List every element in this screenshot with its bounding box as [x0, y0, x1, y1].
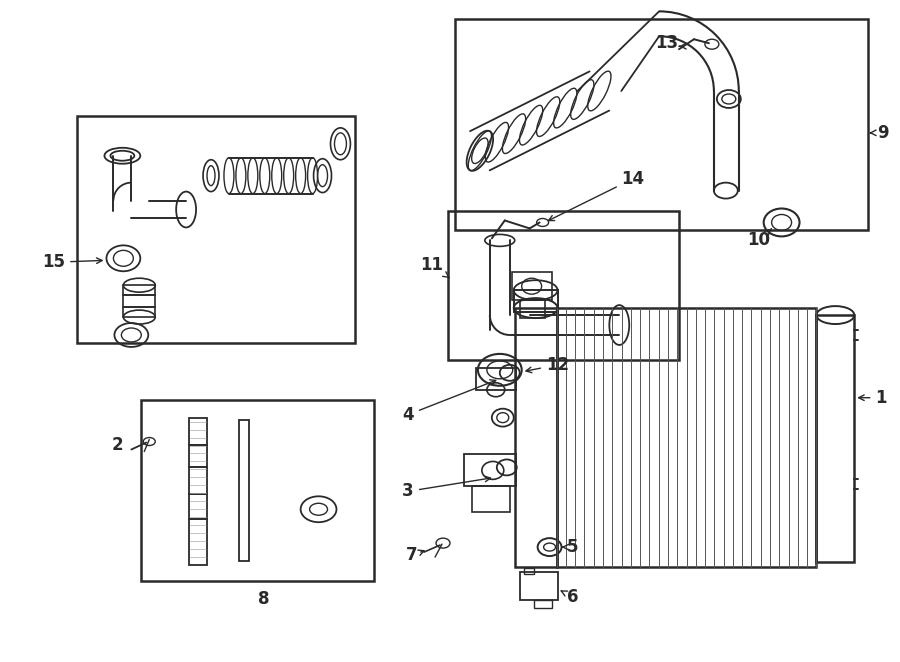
Text: 12: 12 — [526, 356, 569, 374]
Text: 1: 1 — [859, 389, 886, 406]
Bar — [189, 418, 207, 565]
Text: 11: 11 — [420, 256, 449, 277]
Bar — [524, 568, 534, 574]
Text: 5: 5 — [563, 538, 578, 556]
Bar — [514, 290, 557, 312]
Bar — [123, 285, 155, 317]
Bar — [556, 308, 816, 567]
Text: 3: 3 — [402, 476, 491, 500]
Bar — [519, 300, 544, 318]
Text: 14: 14 — [548, 169, 644, 220]
Bar — [464, 455, 516, 487]
Text: 9: 9 — [878, 124, 889, 142]
Text: 10: 10 — [747, 228, 771, 250]
Text: 13: 13 — [655, 34, 679, 52]
Bar — [448, 211, 679, 360]
Bar — [472, 487, 509, 512]
Bar — [476, 368, 516, 390]
Bar — [76, 116, 356, 343]
Bar — [519, 572, 557, 600]
Bar — [534, 600, 552, 608]
Text: 15: 15 — [42, 254, 102, 271]
Bar — [512, 272, 552, 300]
Bar — [515, 308, 556, 567]
Bar — [455, 19, 868, 230]
Text: 2: 2 — [112, 436, 123, 453]
Text: 7: 7 — [406, 546, 418, 564]
Text: 6: 6 — [561, 588, 578, 606]
Bar — [141, 400, 374, 581]
Text: 8: 8 — [258, 590, 269, 608]
Bar — [238, 420, 248, 561]
Text: 4: 4 — [402, 380, 496, 424]
Bar — [816, 315, 854, 562]
